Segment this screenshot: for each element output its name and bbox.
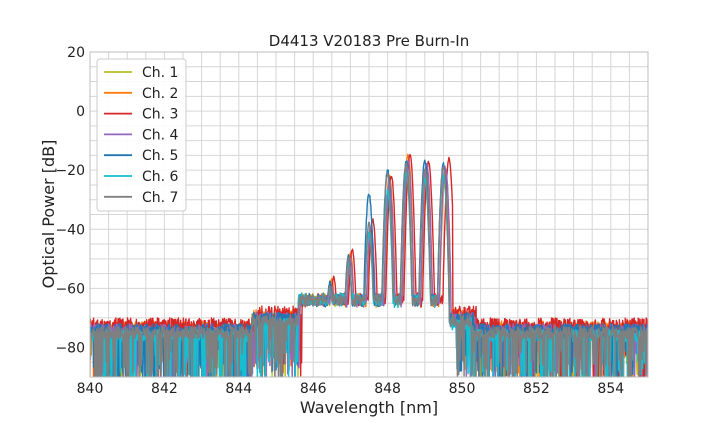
legend-label-ch-6: Ch. 6 — [142, 169, 179, 185]
x-tick-label: 844 — [225, 381, 252, 397]
legend-label-ch-3: Ch. 3 — [142, 107, 178, 123]
x-tick-label: 854 — [597, 381, 624, 397]
series-layer — [90, 153, 648, 377]
plot-frame — [89, 51, 649, 378]
legend-label-ch-4: Ch. 4 — [142, 127, 179, 143]
x-axis-label: Wavelength [nm] — [300, 398, 438, 417]
x-tick-label: 842 — [151, 381, 178, 397]
legend-box — [96, 58, 187, 212]
x-axis-ticks: 840 842 844 846 848 850 852 854 — [77, 381, 625, 397]
legend-label-ch-5: Ch. 5 — [142, 148, 178, 164]
x-tick-label: 852 — [523, 381, 550, 397]
y-tick-label: −20 — [55, 163, 85, 179]
y-tick-label: 0 — [76, 104, 85, 120]
legend-label-ch-1: Ch. 1 — [142, 65, 178, 81]
y-tick-label: −60 — [55, 281, 85, 297]
y-axis-label: Optical Power [dB] — [39, 140, 58, 289]
y-tick-label: 20 — [67, 45, 85, 61]
legend-label-ch-7: Ch. 7 — [142, 190, 178, 206]
legend-label-ch-2: Ch. 2 — [142, 86, 178, 102]
y-tick-label: −40 — [55, 222, 85, 238]
chart-title: D4413 V20183 Pre Burn-In — [269, 32, 469, 50]
x-tick-label: 846 — [300, 381, 327, 397]
x-tick-label: 840 — [77, 381, 104, 397]
y-axis-ticks: 20 0 −20 −40 −60 −80 — [55, 45, 85, 356]
legend: Ch. 1 Ch. 2 Ch. 3 Ch. 4 Ch. 5 Ch. 6 Ch. 7 — [96, 58, 187, 212]
x-tick-label: 850 — [449, 381, 476, 397]
x-tick-label: 848 — [374, 381, 401, 397]
y-tick-label: −80 — [55, 340, 85, 356]
series-line-ch-7 — [90, 162, 648, 377]
